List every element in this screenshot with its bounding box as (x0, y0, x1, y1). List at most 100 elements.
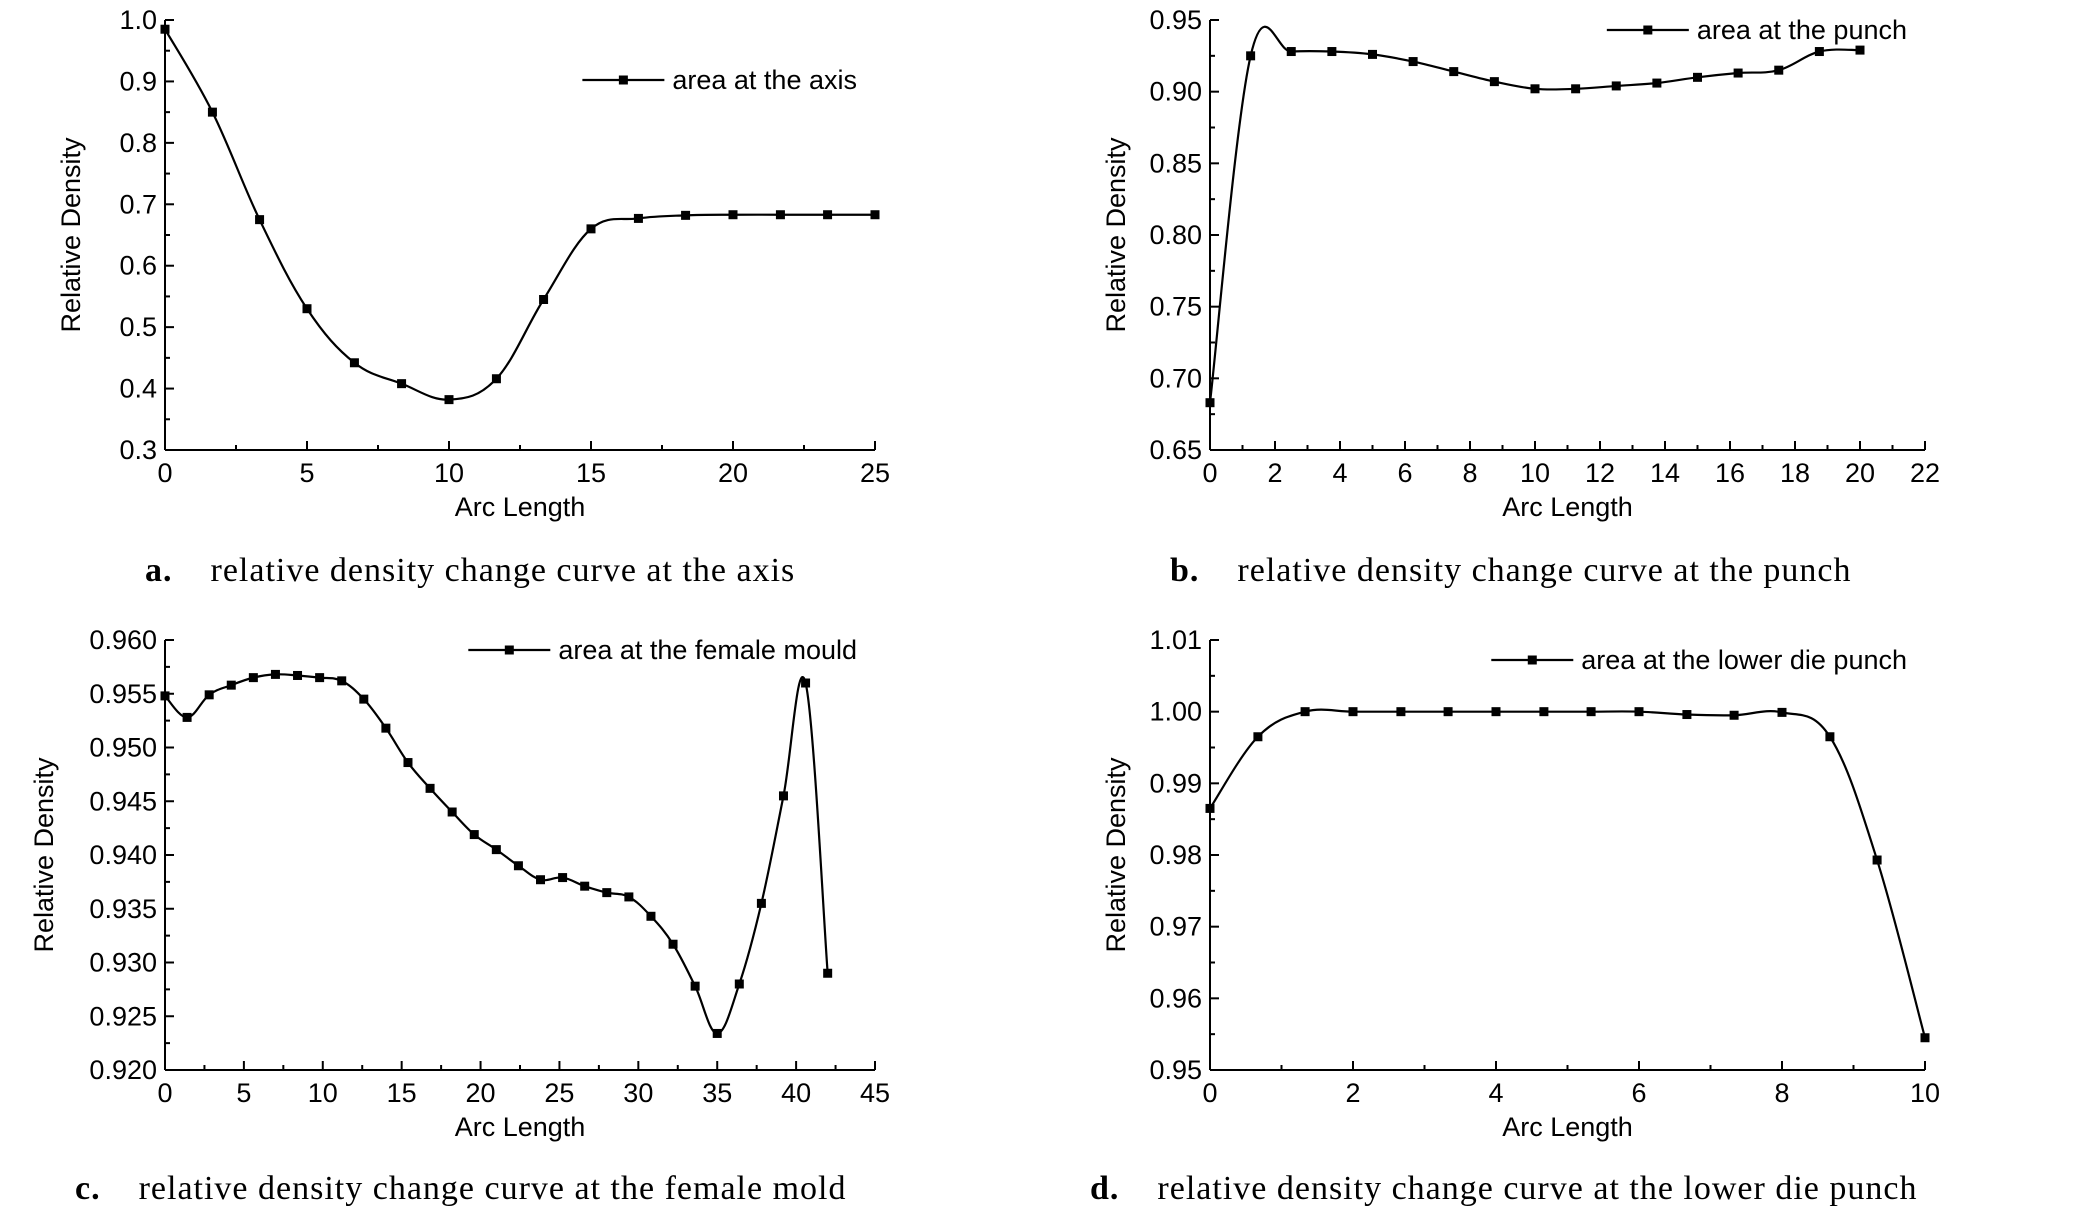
x-tick-label: 45 (860, 1078, 890, 1108)
data-point (1634, 707, 1644, 717)
data-point (558, 873, 568, 883)
legend-label: area at the lower die punch (1581, 645, 1907, 675)
y-tick-label: 0.85 (1149, 148, 1202, 178)
x-tick-label: 14 (1650, 458, 1680, 488)
caption-d-letter: d. (1090, 1170, 1120, 1207)
caption-c-text: relative density change curve at the fem… (138, 1170, 847, 1207)
x-tick-label: 16 (1715, 458, 1745, 488)
data-point (204, 690, 214, 700)
data-point (1489, 77, 1499, 87)
data-point (255, 215, 265, 225)
data-point (712, 1028, 722, 1038)
data-point (823, 210, 833, 220)
data-point (302, 304, 312, 314)
data-point (1530, 84, 1540, 94)
data-point (1368, 49, 1377, 59)
data-point (668, 939, 678, 949)
data-point (1327, 47, 1337, 57)
x-axis-title: Arc Length (455, 492, 586, 522)
y-tick-label: 0.96 (1149, 983, 1202, 1013)
y-tick-label: 1.00 (1149, 697, 1202, 727)
caption-b: b. relative density change curve at the p… (1170, 552, 1852, 590)
y-tick-label: 0.950 (89, 733, 157, 763)
x-tick-label: 35 (702, 1078, 732, 1108)
x-tick-label: 0 (157, 1078, 172, 1108)
y-tick-label: 0.955 (89, 679, 157, 709)
y-tick-label: 0.65 (1149, 435, 1202, 465)
y-tick-label: 0.8 (119, 128, 157, 158)
data-point (1246, 51, 1256, 61)
data-point (728, 210, 738, 220)
data-point (1872, 855, 1882, 865)
data-point (536, 875, 546, 885)
x-tick-label: 0 (157, 458, 172, 488)
data-point (1286, 47, 1296, 57)
x-tick-label: 4 (1332, 458, 1347, 488)
chart-c-svg: 0 5 10 15 20 25 30 35 40 45 0.920 0.925 0.930 0.935 0.… (29, 625, 890, 1142)
y-tick-label: 0.80 (1149, 220, 1202, 250)
x-tick-label: 20 (466, 1078, 496, 1108)
data-point (1611, 81, 1621, 91)
y-tick-label: 0.5 (119, 312, 157, 342)
data-point (1205, 803, 1215, 813)
data-point (624, 892, 634, 902)
x-tick-label: 15 (576, 458, 606, 488)
legend-marker (1527, 655, 1537, 665)
x-tick-label: 10 (1910, 1078, 1940, 1108)
y-tick-label: 0.97 (1149, 912, 1202, 942)
x-tick-label: 30 (623, 1078, 653, 1108)
y-tick-label: 0.75 (1149, 292, 1202, 322)
data-point (586, 224, 596, 234)
y-tick-label: 0.98 (1149, 840, 1202, 870)
y-tick-label: 0.6 (119, 251, 157, 281)
data-point (1348, 707, 1358, 717)
y-tick-label: 0.945 (89, 786, 157, 816)
data-point (1300, 707, 1310, 717)
data-point (1491, 707, 1501, 717)
chart-b-svg: 0 2 4 6 8 10 12 14 16 18 20 22 0.65 0.70 0.75 0.80 0.85 0… (1101, 5, 1940, 522)
y-tick-label: 0.925 (89, 1001, 157, 1031)
data-point (1729, 710, 1739, 720)
x-tick-label: 12 (1585, 458, 1615, 488)
data-point (444, 395, 454, 405)
data-point (1449, 67, 1459, 77)
chart-panel-d: 0 2 4 6 8 10 0.95 0.96 0.97 0.98 0.99 1.00 1.01 Arc L… (1070, 620, 2030, 1160)
y-tick-label: 0.935 (89, 894, 157, 924)
x-tick-label: 10 (308, 1078, 338, 1108)
data-point (337, 676, 347, 686)
series-line (1208, 25, 1861, 403)
x-tick-label: 0 (1202, 1078, 1217, 1108)
y-tick-label: 0.90 (1149, 77, 1202, 107)
data-point (1586, 707, 1596, 717)
caption-d: d. relative density change curve at the l… (1090, 1170, 1917, 1208)
caption-b-letter: b. (1170, 552, 1200, 589)
y-tick-label: 1.01 (1149, 625, 1202, 655)
y-tick-label: 0.9 (119, 66, 157, 96)
data-point (602, 888, 612, 898)
data-point (1920, 1033, 1930, 1043)
data-point (1777, 707, 1787, 717)
x-tick-label: 8 (1462, 458, 1477, 488)
data-point (1814, 47, 1824, 57)
data-point (734, 979, 744, 989)
data-point (1682, 710, 1692, 720)
x-tick-label: 5 (236, 1078, 251, 1108)
legend-marker (618, 75, 628, 85)
caption-a-letter: a. (145, 552, 173, 589)
data-point (646, 911, 656, 921)
x-tick-label: 2 (1267, 458, 1282, 488)
data-point (491, 374, 501, 384)
y-tick-label: 0.930 (89, 948, 157, 978)
data-point (1774, 65, 1784, 75)
data-point (491, 845, 501, 855)
y-axis-title: Relative Density (1101, 757, 1131, 953)
data-point (447, 807, 457, 817)
data-point (778, 791, 788, 801)
data-point (359, 694, 369, 704)
data-point (160, 24, 170, 34)
legend-marker (1643, 25, 1653, 35)
data-point (1443, 707, 1453, 717)
x-tick-label: 22 (1910, 458, 1940, 488)
data-point (870, 210, 880, 220)
